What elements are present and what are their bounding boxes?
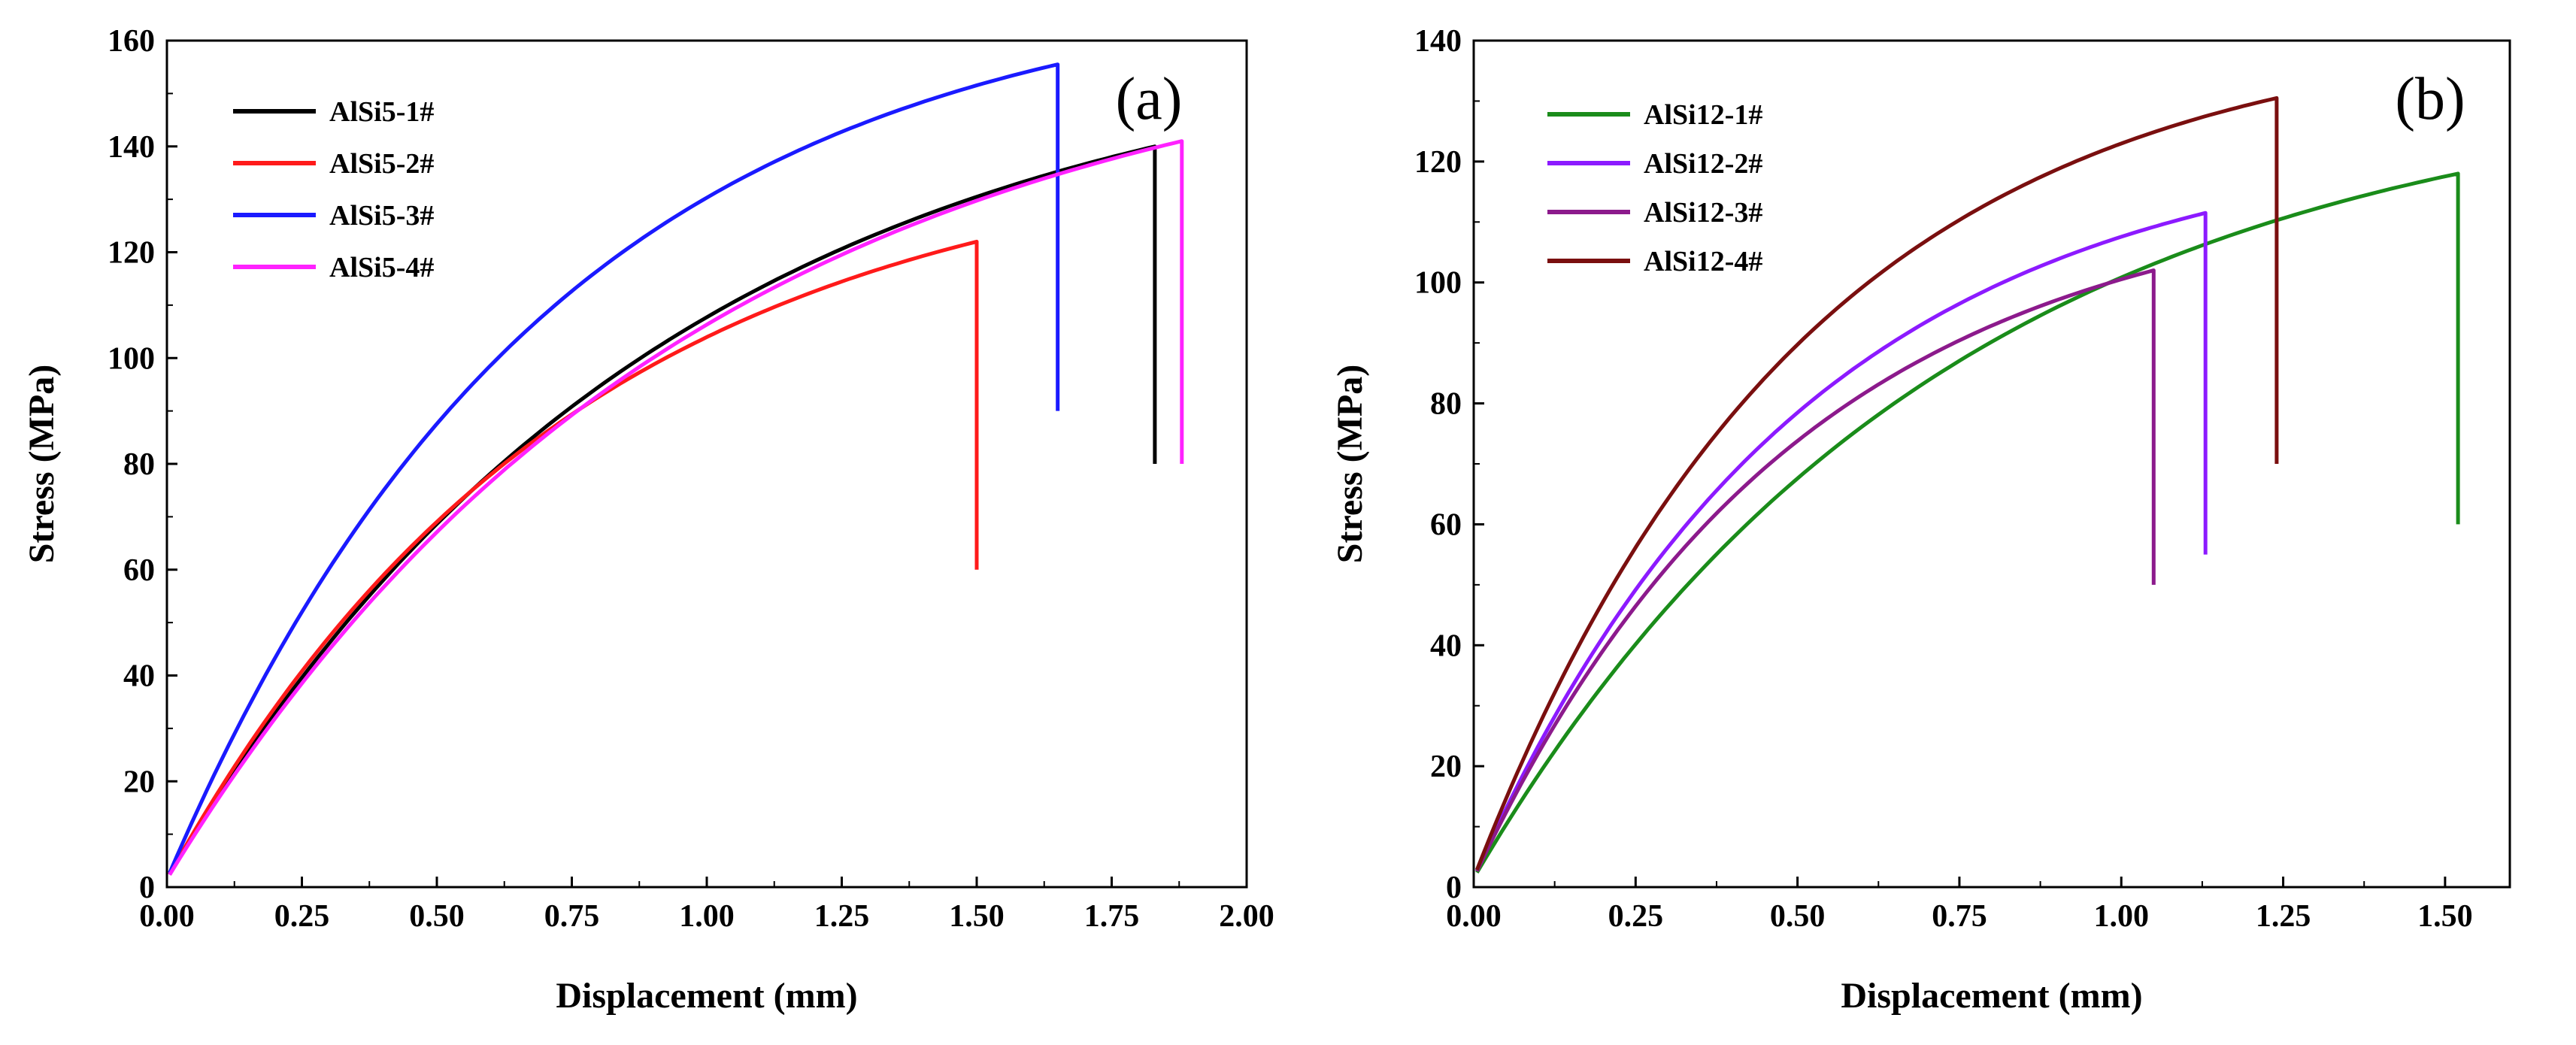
legend-label: AlSi5-2# (329, 148, 434, 180)
y-tick-label: 80 (1430, 387, 1462, 422)
y-tick-label: 20 (123, 765, 155, 799)
y-tick-label: 0 (1446, 871, 1462, 905)
series-line-AlSi5-3# (168, 62, 1060, 874)
y-tick-label: 100 (1414, 266, 1462, 301)
y-tick-label: 160 (108, 24, 155, 59)
y-tick-label: 40 (123, 659, 155, 694)
y-tick-label: 120 (108, 236, 155, 271)
x-tick-label: 1.50 (2417, 899, 2473, 934)
legend-label: AlSi12-1# (1644, 99, 1762, 131)
series-line-AlSi12-2# (1475, 211, 2208, 872)
x-tick-label: 1.75 (1084, 899, 1140, 934)
y-axis-label: Stress (MPa) (22, 365, 62, 563)
y-tick-label: 40 (1430, 629, 1462, 663)
x-tick-label: 1.50 (949, 899, 1005, 934)
y-tick-label: 0 (139, 871, 155, 905)
series-line-AlSi5-1# (168, 144, 1157, 876)
y-tick-label: 60 (1430, 507, 1462, 542)
x-tick-label: 0.50 (1770, 899, 1826, 934)
panel-label: (b) (2395, 66, 2465, 132)
x-tick-label: 1.00 (2094, 899, 2150, 934)
x-axis-label: Displacement (mm) (1841, 976, 2142, 1016)
y-tick-label: 60 (123, 553, 155, 588)
y-tick-label: 120 (1414, 145, 1462, 180)
x-axis-label: Displacement (mm) (556, 976, 857, 1016)
x-tick-label: 1.25 (814, 899, 870, 934)
legend-label: AlSi12-3# (1644, 197, 1762, 229)
y-axis-label: Stress (MPa) (1330, 365, 1370, 563)
y-tick-label: 80 (123, 447, 155, 482)
x-tick-label: 0.00 (139, 899, 195, 934)
legend-label: AlSi5-1# (329, 96, 434, 128)
x-tick-label: 0.25 (1608, 899, 1664, 934)
x-tick-label: 0.00 (1446, 899, 1502, 934)
x-tick-label: 0.25 (274, 899, 330, 934)
legend-label: AlSi5-4# (329, 252, 434, 283)
x-tick-label: 0.75 (1932, 899, 1987, 934)
x-tick-label: 1.25 (2256, 899, 2311, 934)
legend-label: AlSi12-2# (1644, 148, 1762, 180)
legend-label: AlSi12-4# (1644, 246, 1762, 277)
x-tick-label: 0.50 (409, 899, 465, 934)
series-line-AlSi12-3# (1475, 268, 2156, 872)
series-line-AlSi12-1# (1475, 171, 2460, 874)
x-tick-label: 0.75 (544, 899, 600, 934)
chart-panel-a: 0.00 0.25 0.50 0.75 1.00 1.25 1.50 1.75 2.00 0 20 4… (22, 24, 1274, 1016)
y-tick-label: 100 (108, 341, 155, 376)
legend-label: AlSi5-3# (329, 200, 434, 232)
plot-frame (1472, 39, 2511, 889)
x-tick-label: 1.00 (679, 899, 735, 934)
y-tick-label: 140 (108, 130, 155, 165)
y-tick-label: 140 (1414, 24, 1462, 59)
x-tick-label: 2.00 (1219, 899, 1274, 934)
y-tick-label: 20 (1430, 750, 1462, 784)
series-line-AlSi5-4# (168, 139, 1184, 876)
panel-label: (a) (1116, 66, 1183, 132)
series-line-AlSi5-2# (168, 239, 979, 876)
chart-panel-b: 0.00 0.25 0.50 0.75 1.00 1.25 1.50 0 20 40 60 80 100… (1330, 24, 2511, 1016)
series-line-AlSi12-4# (1474, 95, 2279, 871)
